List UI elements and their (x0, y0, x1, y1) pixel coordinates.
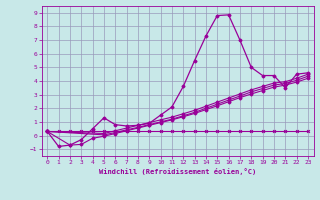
X-axis label: Windchill (Refroidissement éolien,°C): Windchill (Refroidissement éolien,°C) (99, 168, 256, 175)
